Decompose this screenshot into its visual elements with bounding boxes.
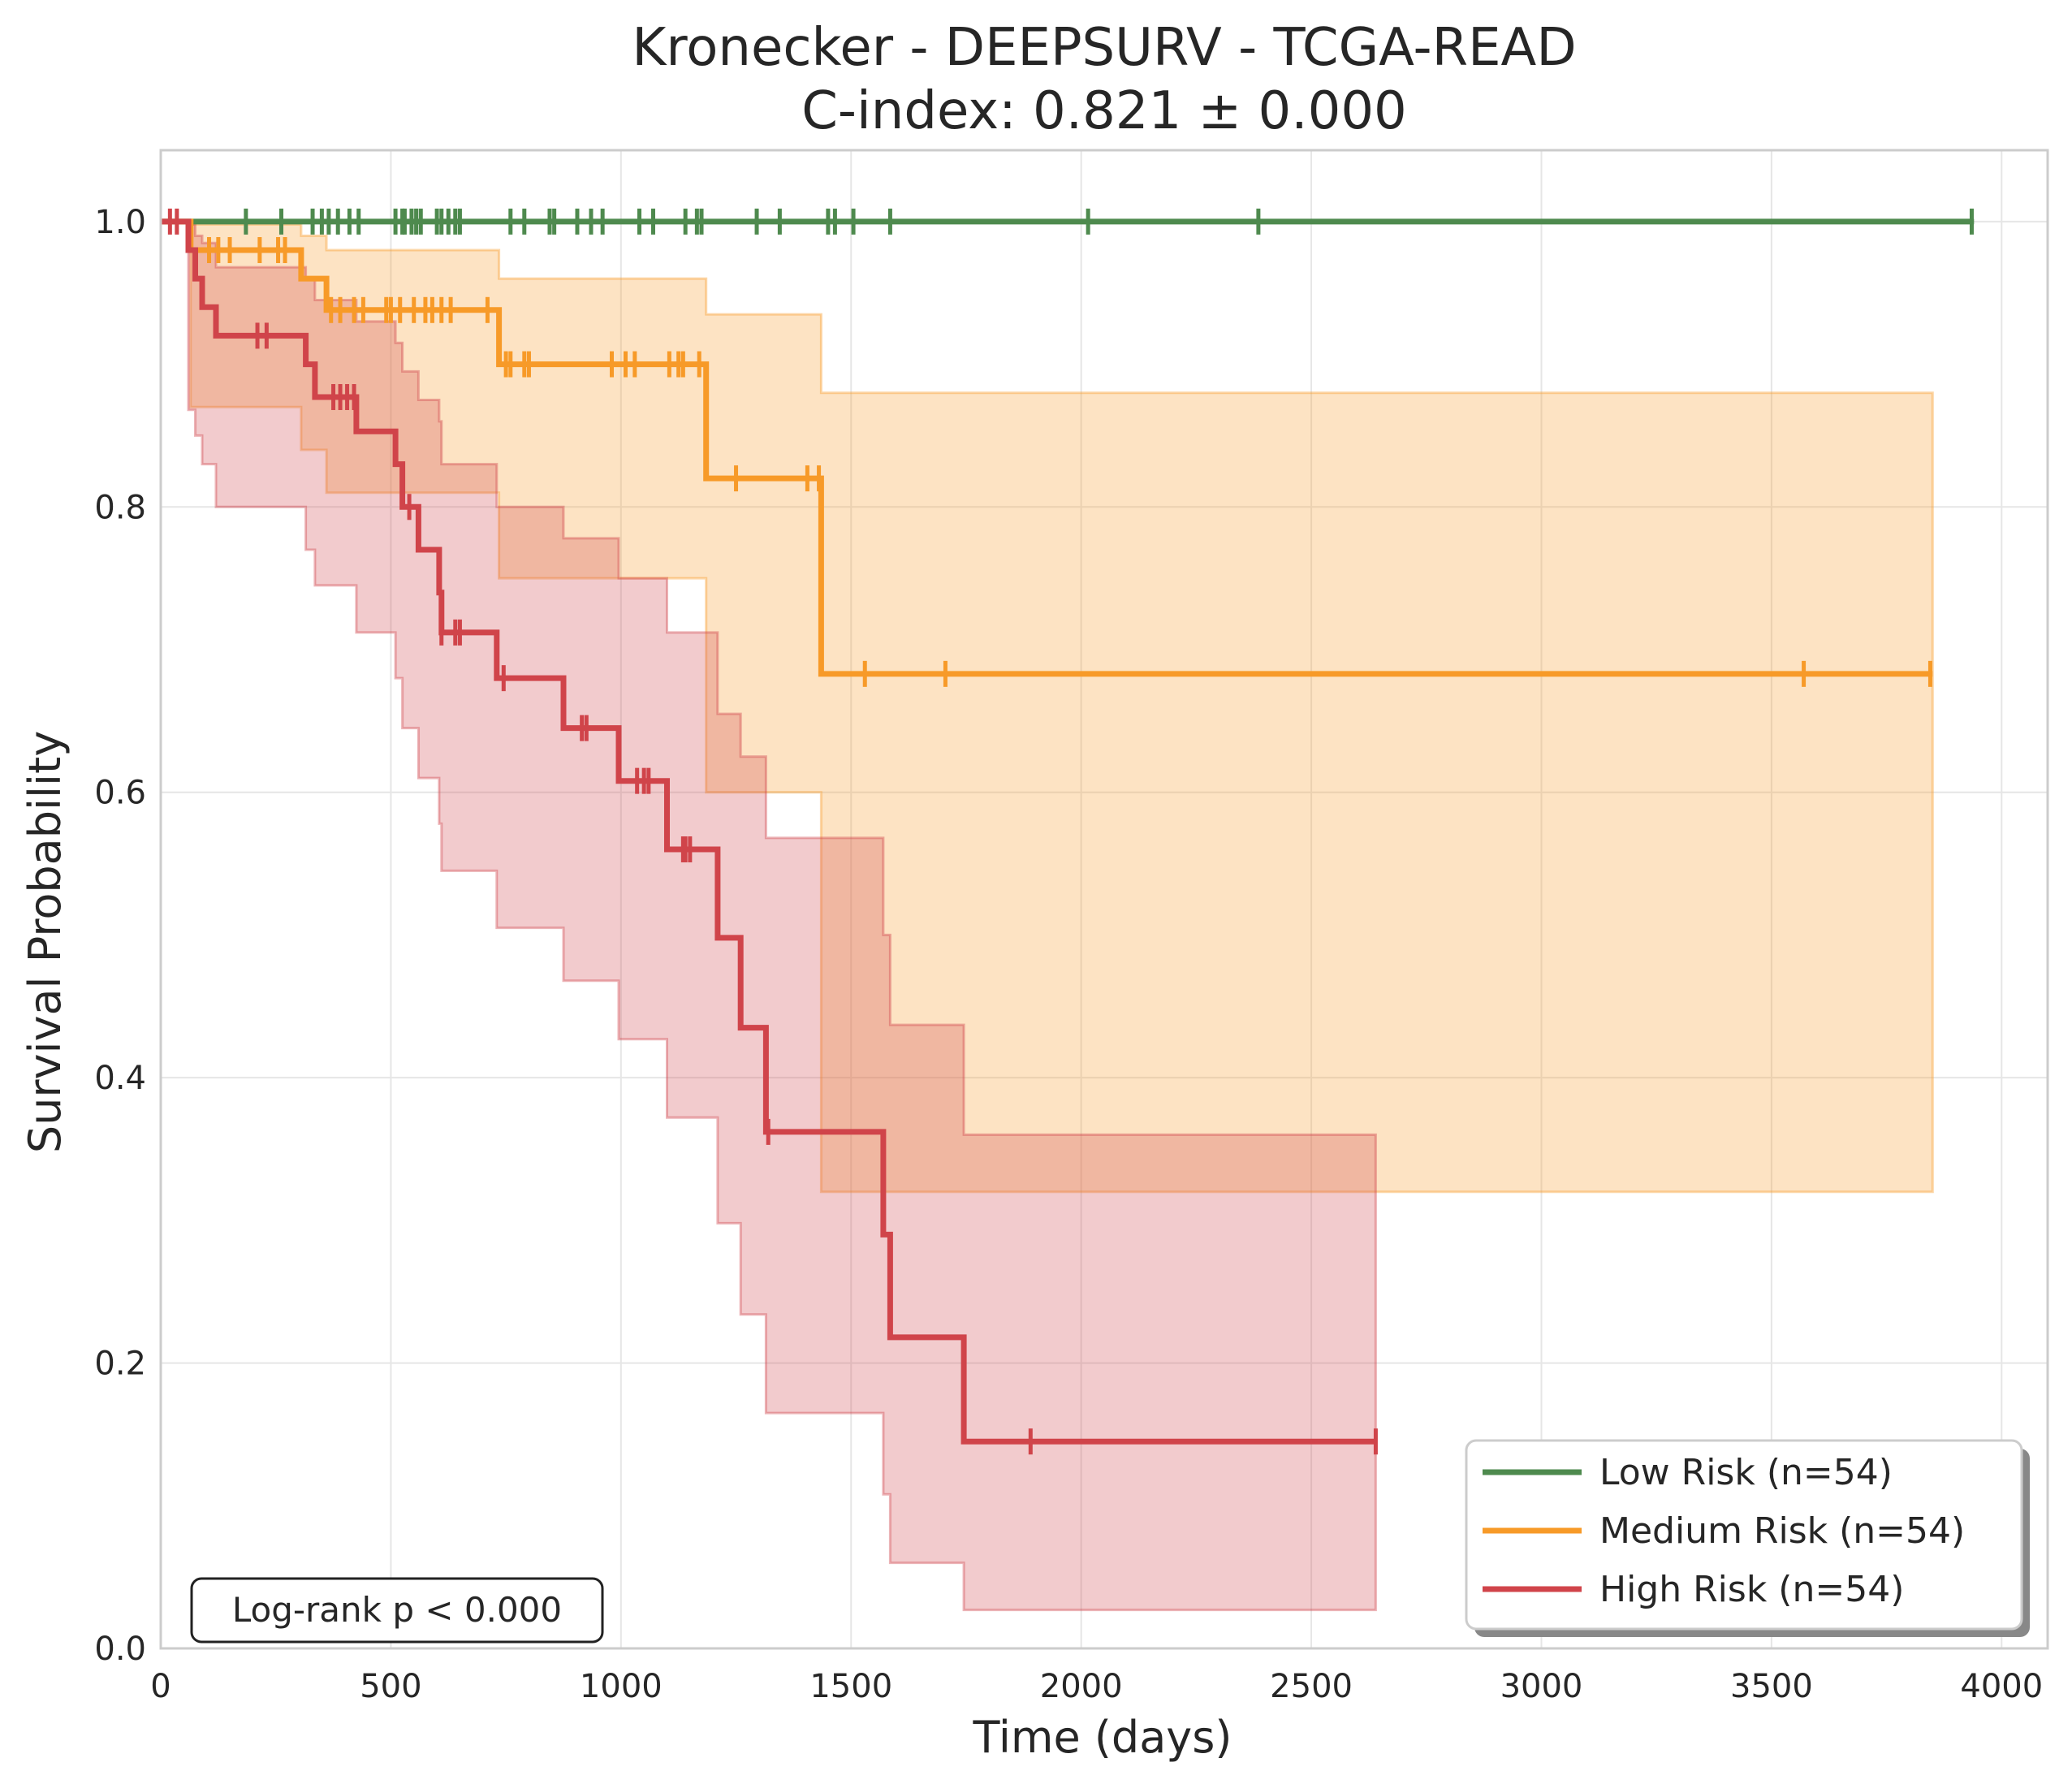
ci-band-2: [161, 220, 1377, 1612]
legend: Low Risk (n=54) Medium Risk (n=54) High Ri…: [1465, 1439, 2030, 1637]
x-tick-label: 4000: [1960, 1668, 2043, 1705]
plot-frame: [159, 149, 2049, 1650]
chart-title: Kronecker - DEEPSURV - TCGA-READ: [632, 18, 1576, 78]
x-axis-label: Time (days): [973, 1712, 1232, 1763]
ci-band-1: [161, 220, 1934, 1194]
logrank-annotation: Log-rank p < 0.000: [232, 1590, 562, 1630]
y-tick-label: 0.6: [94, 775, 146, 812]
confidence-bands: [161, 220, 1934, 1612]
x-axis-ticks: 0 500 1000 1500 2000 2500 3000 3500 4000: [150, 1668, 2043, 1705]
x-tick-label: 3500: [1730, 1668, 1813, 1705]
x-tick-label: 500: [360, 1668, 421, 1705]
survival-line-2: [161, 218, 1376, 1445]
legend-label: High Risk (n=54): [1599, 1569, 1904, 1610]
x-tick-label: 0: [150, 1668, 171, 1705]
legend-label: Low Risk (n=54): [1599, 1452, 1893, 1493]
y-axis-ticks: 0.0 0.2 0.4 0.6 0.8 1.0: [94, 204, 146, 1668]
y-tick-label: 0.8: [94, 489, 146, 526]
x-tick-label: 3000: [1500, 1668, 1583, 1705]
y-tick-label: 0.0: [94, 1631, 146, 1668]
x-tick-label: 2000: [1040, 1668, 1123, 1705]
censor-markers: [167, 208, 1974, 1455]
annotation-box-frame: [190, 1577, 604, 1644]
x-tick-label: 2500: [1270, 1668, 1353, 1705]
annotation-box: Log-rank p < 0.000: [190, 1577, 604, 1644]
x-tick-label: 1000: [580, 1668, 663, 1705]
y-tick-label: 0.2: [94, 1346, 146, 1383]
y-tick-label: 0.4: [94, 1060, 146, 1097]
legend-label: Medium Risk (n=54): [1599, 1510, 1965, 1552]
y-axis-label: Survival Probability: [19, 731, 71, 1153]
y-tick-label: 1.0: [94, 204, 146, 241]
x-tick-label: 1500: [809, 1668, 892, 1705]
chart-subtitle: C-index: 0.821 ± 0.000: [801, 81, 1407, 141]
legend-frame: [1465, 1439, 2023, 1631]
